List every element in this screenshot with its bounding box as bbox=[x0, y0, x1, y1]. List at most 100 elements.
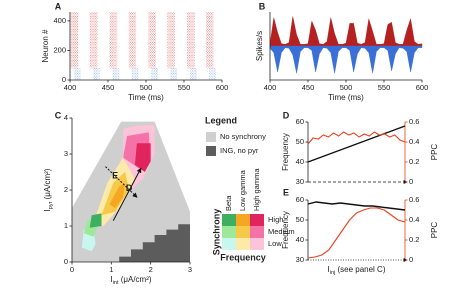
legend-cell bbox=[236, 238, 250, 250]
legend-cell bbox=[250, 214, 264, 226]
x-tick-label: 0 bbox=[70, 265, 74, 274]
series-line bbox=[307, 207, 406, 259]
legend-cell bbox=[222, 238, 236, 250]
y2-tick-label: 0 bbox=[409, 255, 413, 264]
path-arrow bbox=[112, 167, 142, 221]
label-part: (μA/cm²) bbox=[119, 275, 152, 284]
spike-burst bbox=[109, 12, 118, 69]
label-part: I bbox=[328, 265, 330, 274]
y-tick-label: 4 bbox=[64, 113, 68, 122]
x-tick-label: 400 bbox=[264, 83, 277, 92]
y-tick-label: 2 bbox=[64, 185, 68, 194]
spike-burst bbox=[170, 68, 178, 80]
y-axis-label: Ipyr (μA/cm²) bbox=[43, 168, 54, 211]
legend-column-title: Frequency bbox=[220, 252, 266, 262]
x-tick-label: 400 bbox=[64, 83, 77, 92]
label-part: inj bbox=[330, 270, 336, 276]
x-tick-label: 500 bbox=[140, 83, 153, 92]
y-tick-label: 0 bbox=[64, 257, 68, 266]
legend-title: Legend bbox=[205, 115, 237, 125]
spike-burst bbox=[167, 12, 175, 69]
y-tick-label: 200 bbox=[53, 45, 66, 54]
phase-region bbox=[134, 143, 151, 172]
y-tick-label: 50 bbox=[296, 137, 304, 146]
panel-letter: A bbox=[55, 1, 62, 11]
rate-area bbox=[269, 16, 423, 47]
phase-region bbox=[109, 182, 126, 208]
y-axis-label: Spikes/s bbox=[255, 31, 264, 61]
x-tick-label: 2 bbox=[149, 265, 153, 274]
x-tick-label: 550 bbox=[178, 83, 191, 92]
legend-row-label: Low bbox=[268, 239, 282, 248]
y-tick-label: 60 bbox=[296, 117, 304, 126]
label-part: (see panel C) bbox=[335, 265, 386, 274]
y-tick-label: 30 bbox=[296, 255, 304, 264]
spike-burst bbox=[190, 68, 197, 80]
y-axis-label: Frequency bbox=[281, 211, 290, 249]
y-tick-label: 0 bbox=[62, 75, 66, 84]
legend-cell bbox=[222, 226, 236, 238]
y2-tick-label: 0.2 bbox=[409, 157, 419, 166]
arrow-label: D bbox=[126, 183, 133, 193]
panel-letter: E bbox=[283, 187, 289, 197]
spike-burst bbox=[70, 12, 79, 69]
y-axis-label: Neuron # bbox=[41, 29, 50, 62]
y-tick-label: 30 bbox=[296, 177, 304, 186]
x-tick-label: 450 bbox=[102, 83, 115, 92]
phase-region bbox=[89, 213, 102, 228]
y-axis-label: Frequency bbox=[281, 133, 290, 171]
series-line bbox=[307, 125, 406, 163]
legend-label: ING, no pyr bbox=[220, 146, 259, 155]
x-tick-label: 500 bbox=[340, 83, 353, 92]
phase-region bbox=[119, 224, 190, 262]
x-tick-label: 550 bbox=[378, 83, 391, 92]
legend-label: No synchrony bbox=[220, 132, 266, 141]
legend-swatch bbox=[206, 132, 216, 142]
x-tick-label: 3 bbox=[188, 265, 192, 274]
label-part: (μA/cm²) bbox=[43, 168, 52, 201]
y2-tick-label: 0 bbox=[409, 177, 413, 186]
y-tick-label: 3 bbox=[64, 149, 68, 158]
legend-row-label: High bbox=[268, 215, 283, 224]
y2-tick-label: 0.6 bbox=[409, 195, 419, 204]
x-axis-label: Time (ms) bbox=[328, 93, 364, 102]
path-arrow bbox=[105, 166, 138, 198]
x-tick-label: 600 bbox=[216, 83, 229, 92]
spike-burst bbox=[187, 12, 195, 69]
legend-cell bbox=[222, 214, 236, 226]
panel-letter: C bbox=[55, 110, 62, 120]
legend-column-label: Low gamma bbox=[238, 169, 247, 211]
label-part: I bbox=[43, 209, 52, 211]
y-tick-label: 40 bbox=[296, 235, 304, 244]
y2-tick-label: 0.4 bbox=[409, 137, 419, 146]
y-tick-label: 40 bbox=[296, 157, 304, 166]
arrow-label: E bbox=[112, 170, 118, 180]
legend-column-label: High gamma bbox=[252, 168, 261, 211]
spike-burst bbox=[151, 68, 159, 80]
series-line bbox=[307, 131, 406, 145]
spike-burst bbox=[73, 68, 81, 80]
y-tick-label: 50 bbox=[296, 215, 304, 224]
spike-burst bbox=[131, 68, 139, 80]
y2-axis-label: PPC bbox=[430, 144, 439, 161]
legend-column-label: Beta bbox=[224, 195, 233, 211]
x-tick-label: 450 bbox=[302, 83, 315, 92]
y2-tick-label: 0.4 bbox=[409, 215, 419, 224]
phase-region bbox=[83, 218, 98, 237]
spike-burst bbox=[112, 68, 120, 80]
rate-area bbox=[269, 45, 423, 74]
legend-cell bbox=[236, 226, 250, 238]
spike-burst bbox=[209, 68, 216, 80]
spike-burst bbox=[89, 12, 98, 69]
spike-burst bbox=[206, 12, 214, 69]
y2-tick-label: 0.2 bbox=[409, 235, 419, 244]
legend-row-title: Synchrony bbox=[211, 209, 221, 256]
spike-burst bbox=[92, 68, 100, 80]
legend-cell bbox=[250, 238, 264, 250]
series-line bbox=[307, 201, 406, 211]
legend-cell bbox=[236, 214, 250, 226]
x-axis-label: Iinj (see panel C) bbox=[328, 265, 386, 276]
y-tick-label: 60 bbox=[296, 195, 304, 204]
y-tick-label: 400 bbox=[53, 16, 66, 25]
